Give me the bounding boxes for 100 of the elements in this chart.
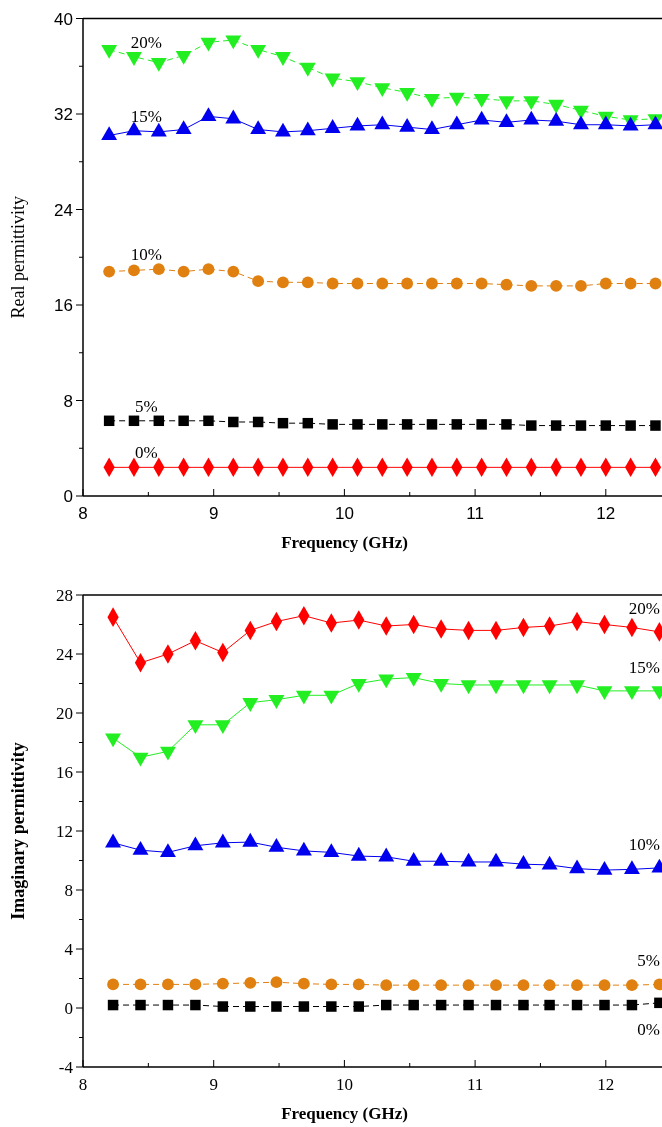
- y-tick-label: 20: [56, 704, 73, 723]
- point: [245, 1001, 256, 1012]
- y-axis-title: Imaginary permittivity: [8, 742, 28, 920]
- point: [244, 977, 257, 989]
- point: [277, 276, 289, 289]
- point: [424, 93, 440, 108]
- point: [326, 277, 339, 290]
- point: [571, 979, 583, 992]
- point: [107, 999, 119, 1011]
- point: [548, 99, 565, 114]
- x-tick-label: 9: [208, 504, 219, 523]
- point: [175, 50, 192, 65]
- point: [270, 976, 283, 989]
- point: [162, 978, 174, 991]
- point: [135, 999, 146, 1011]
- point: [301, 276, 314, 289]
- point: [227, 265, 240, 278]
- point: [327, 419, 338, 430]
- point: [299, 62, 316, 77]
- point: [297, 977, 310, 990]
- point: [401, 419, 413, 430]
- point: [518, 999, 529, 1011]
- x-tick-label: 8: [78, 1075, 88, 1094]
- series-label: 10%: [130, 245, 162, 265]
- point: [544, 999, 555, 1011]
- point: [128, 264, 140, 277]
- point: [150, 58, 167, 72]
- point: [190, 999, 201, 1011]
- point: [401, 277, 414, 290]
- y-tick-label: 0: [64, 999, 73, 1018]
- series-label: 5%: [135, 396, 158, 416]
- point: [325, 978, 338, 991]
- point: [600, 420, 612, 431]
- point: [200, 37, 217, 52]
- point: [598, 979, 611, 992]
- x-tick-label: 10: [335, 1075, 353, 1094]
- point: [500, 278, 513, 291]
- y-tick-label: 8: [64, 881, 73, 900]
- point: [374, 83, 391, 97]
- point: [217, 1001, 229, 1012]
- y-tick-label: 16: [56, 763, 73, 782]
- point: [575, 279, 587, 292]
- x-tick-label: 10: [334, 504, 354, 523]
- point: [298, 1001, 310, 1012]
- y-tick-label: 8: [63, 391, 73, 411]
- point: [399, 87, 416, 102]
- series-label: 15%: [130, 106, 162, 126]
- point: [407, 979, 420, 992]
- point: [448, 92, 465, 107]
- point: [626, 979, 638, 992]
- point: [649, 277, 662, 290]
- point: [350, 678, 367, 693]
- point: [433, 678, 450, 693]
- point: [250, 44, 267, 59]
- point: [650, 420, 661, 431]
- point: [162, 999, 174, 1011]
- x-tick-label: 12: [596, 504, 616, 523]
- point: [351, 277, 364, 290]
- point: [599, 999, 610, 1011]
- y-tick-label: 32: [54, 105, 73, 124]
- point: [252, 416, 264, 428]
- point: [353, 1001, 365, 1012]
- series-label: 0%: [637, 1019, 660, 1039]
- point: [450, 277, 463, 290]
- point: [473, 93, 490, 108]
- point: [352, 978, 365, 991]
- point: [525, 279, 538, 292]
- point: [189, 978, 202, 991]
- point: [476, 419, 487, 430]
- point: [103, 265, 116, 278]
- point: [463, 999, 474, 1011]
- x-axis-title: Frequency (GHz): [281, 1104, 408, 1123]
- point: [475, 277, 488, 290]
- point: [523, 96, 540, 111]
- point: [203, 415, 214, 427]
- point: [103, 415, 115, 427]
- point: [152, 263, 165, 276]
- point: [128, 415, 140, 427]
- y-tick-label: 0: [63, 487, 73, 506]
- point: [571, 999, 583, 1011]
- series-label: 5%: [637, 951, 660, 971]
- x-axis-title: Frequency (GHz): [281, 533, 408, 552]
- point: [625, 420, 636, 431]
- point: [349, 77, 366, 91]
- point: [435, 979, 448, 992]
- point: [550, 420, 562, 431]
- point: [377, 419, 388, 430]
- series-label: 0%: [135, 443, 158, 463]
- point: [435, 999, 447, 1011]
- series-label: 15%: [628, 657, 660, 677]
- series-label: 20%: [130, 32, 162, 52]
- point: [376, 277, 389, 290]
- y-tick-label: 16: [54, 296, 73, 315]
- point: [324, 73, 341, 88]
- point: [624, 277, 637, 290]
- point: [451, 419, 463, 430]
- point: [490, 979, 502, 992]
- y-tick-label: 24: [54, 200, 73, 220]
- point: [275, 52, 291, 66]
- point: [517, 979, 530, 992]
